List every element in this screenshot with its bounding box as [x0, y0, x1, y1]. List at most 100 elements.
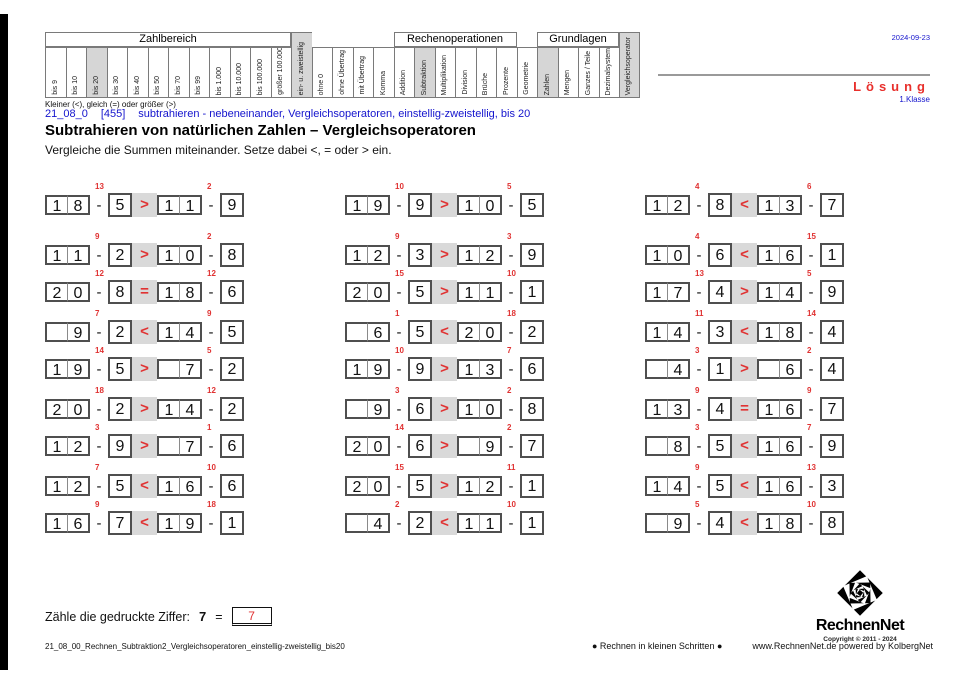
category-column: Multiplikation: [434, 47, 455, 98]
digit-box: 8: [520, 397, 544, 421]
minus-sign: -: [396, 477, 402, 495]
category-column-selected: Vergleichsoperator: [619, 32, 640, 98]
minus-sign: -: [396, 246, 402, 264]
digit-box: 8: [180, 282, 202, 302]
minus-sign: -: [208, 360, 214, 378]
category-column-label: ein- u. zweistellig: [297, 41, 305, 95]
digit-box: 2: [220, 357, 244, 381]
minus-sign: -: [396, 514, 402, 532]
minus-sign: -: [96, 283, 102, 301]
subtraction-expression: 2 0-2 18: [457, 309, 544, 344]
minus-sign: -: [508, 246, 514, 264]
minus-sign: -: [396, 437, 402, 455]
problem-row: 9-2 7 <1 4-5 9 6-5 1 <2 0-2 18 1 4-3 11 <1 8-4 14: [45, 309, 945, 344]
subtraction-expression: 2 0-5 15: [345, 269, 432, 304]
comparison-problem: 2 0-2 18 >1 4-2 12: [45, 386, 345, 421]
digit-box: 5: [220, 320, 244, 344]
category-column: größer 100.000: [270, 47, 291, 98]
digit-box: 8: [220, 243, 244, 267]
minus-sign: -: [396, 323, 402, 341]
digit-box: 1: [345, 359, 368, 379]
minus-sign: -: [508, 514, 514, 532]
result-superscript: 11: [507, 463, 516, 472]
digit-box: 1: [157, 322, 180, 342]
digit-box: 1: [345, 245, 368, 265]
digit-box: 6: [408, 434, 432, 458]
worksheet-code: 21_08_0: [45, 108, 88, 120]
category-column-selected: Subtraktion: [414, 47, 435, 98]
category-column: Brüche: [475, 47, 496, 98]
digit-box: 1: [757, 513, 780, 533]
subtraction-expression: 1 2-1 11: [457, 463, 544, 498]
digit-box: 9: [820, 280, 844, 304]
digit-box: 1: [645, 476, 668, 496]
digit-box: 9: [520, 243, 544, 267]
digit-box: 6: [220, 434, 244, 458]
digit-box: 9: [368, 399, 390, 419]
result-superscript: 2: [207, 182, 212, 191]
comparison-operator-box: >: [432, 434, 457, 458]
result-superscript: 10: [507, 500, 516, 509]
minus-sign: -: [208, 514, 214, 532]
result-superscript: 2: [395, 500, 400, 509]
category-column-label: Addition: [400, 69, 408, 95]
digit-box: 4: [668, 322, 690, 342]
digit-box: 6: [780, 399, 802, 419]
digit-box: 7: [668, 282, 690, 302]
digit-box: 4: [708, 511, 732, 535]
legend-text: Kleiner (<), gleich (=) oder größer (>): [45, 100, 176, 109]
footer-right: ● Rechnen in kleinen Schritten ● www.Rec…: [592, 641, 933, 651]
category-column: Ganzes / Teile: [578, 47, 599, 98]
comparison-problem: 1 9-5 14 >7-2 5: [45, 346, 345, 381]
digit-box: [345, 513, 368, 533]
category-column: ohne 0: [311, 47, 332, 98]
minus-sign: -: [808, 360, 814, 378]
category-column-label: bis 99: [195, 76, 203, 95]
comparison-operator-box: >: [732, 280, 757, 304]
result-superscript: 2: [507, 386, 512, 395]
two-digit-box-pair: 7: [157, 436, 202, 456]
digit-box: 9: [368, 195, 390, 215]
category-column: bis 70: [168, 47, 189, 98]
minus-sign: -: [696, 477, 702, 495]
worksheet-number: [455]: [100, 108, 126, 120]
category-column: Komma: [373, 47, 394, 98]
footer-filename: 21_08_00_Rechnen_Subtraktion2_Vergleichs…: [45, 642, 345, 651]
digit-box: 1: [45, 436, 68, 456]
digit-box: 1: [220, 511, 244, 535]
digit-box: 6: [780, 245, 802, 265]
digit-box: [157, 359, 180, 379]
digit-box: 1: [157, 476, 180, 496]
digit-box: 9: [408, 357, 432, 381]
result-superscript: 9: [807, 386, 812, 395]
digit-box: 2: [108, 243, 132, 267]
comparison-operator-box: >: [432, 243, 457, 267]
minus-sign: -: [808, 283, 814, 301]
result-superscript: 3: [695, 346, 700, 355]
digit-box: 2: [368, 245, 390, 265]
digit-box: 0: [368, 282, 390, 302]
digit-box: 9: [68, 322, 90, 342]
digit-box: 1: [45, 359, 68, 379]
comparison-operator-box: <: [432, 320, 457, 344]
digit-box: [45, 322, 68, 342]
comparison-problem: 1 4-3 11 <1 8-4 14: [645, 309, 945, 344]
comparison-problem: 2 0-5 15 >1 2-1 11: [345, 463, 645, 498]
comparison-operator-box: <: [132, 511, 157, 535]
subtraction-expression: 1 1-1 10: [457, 500, 544, 535]
digit-box: 1: [68, 245, 90, 265]
digit-box: 4: [668, 359, 690, 379]
problem-row: 1 1-2 9 >1 0-8 2 1 2-3 9 >1 2-9 3 1 0-6 4 <1 6-1 15: [45, 232, 945, 267]
result-superscript: 9: [695, 386, 700, 395]
